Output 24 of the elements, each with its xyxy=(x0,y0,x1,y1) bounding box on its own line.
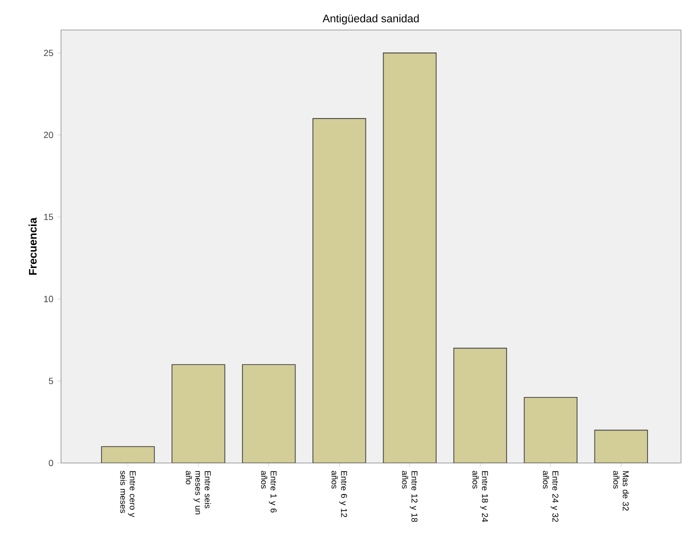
x-tick-label: Entre 18 y 24 años xyxy=(472,470,488,522)
bar xyxy=(172,364,225,463)
x-tick-label: Entre seis meses y un año xyxy=(186,470,211,514)
bar xyxy=(594,430,648,463)
y-tick-label: 5 xyxy=(48,378,54,384)
x-tick-label: Entre 12 y 18 años xyxy=(402,470,418,522)
y-tick-label: 10 xyxy=(44,296,54,302)
x-tick-label: Entre cero y seis meses xyxy=(120,470,136,518)
y-tick-label: 20 xyxy=(44,132,54,138)
bar xyxy=(383,52,436,463)
y-axis-title: Frecuencia xyxy=(28,218,37,275)
bar xyxy=(242,364,296,463)
chart-title: Antigüedad sanidad xyxy=(322,14,419,24)
bar xyxy=(524,397,578,463)
x-tick-label: Entre 24 y 32 años xyxy=(542,470,558,522)
bar xyxy=(454,348,507,463)
y-tick-label: 15 xyxy=(44,214,54,220)
y-tick-label: 25 xyxy=(44,50,54,56)
x-tick-label: Entre 6 y 12 años xyxy=(332,470,348,518)
bar xyxy=(102,446,154,463)
bar xyxy=(312,118,366,463)
x-tick-label: Entre 1 y 6 años xyxy=(261,470,277,513)
x-tick-label: Mas de 32 años xyxy=(613,470,629,511)
y-tick-label: 0 xyxy=(48,460,54,466)
